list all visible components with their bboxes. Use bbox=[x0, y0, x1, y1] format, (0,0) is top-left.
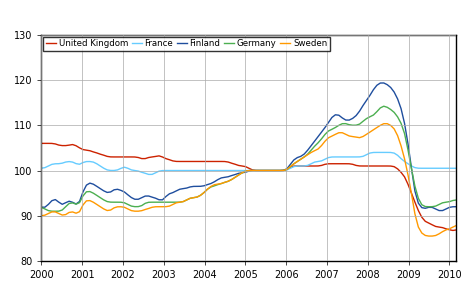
Finland bbox=[381, 81, 387, 85]
Sweden bbox=[319, 144, 325, 147]
Line: France: France bbox=[41, 153, 456, 174]
France bbox=[80, 161, 86, 164]
France bbox=[378, 151, 383, 154]
Germany bbox=[219, 182, 224, 185]
Finland bbox=[437, 209, 442, 212]
Finland bbox=[80, 190, 86, 194]
United Kingdom bbox=[319, 164, 325, 167]
Germany bbox=[433, 204, 438, 208]
France bbox=[322, 157, 328, 161]
France bbox=[219, 169, 224, 172]
France bbox=[39, 166, 44, 170]
Sweden bbox=[430, 234, 435, 238]
Line: Germany: Germany bbox=[41, 106, 456, 211]
France bbox=[301, 164, 307, 168]
Germany bbox=[454, 198, 459, 202]
Germany bbox=[381, 104, 387, 108]
Germany bbox=[83, 190, 89, 193]
Germany bbox=[322, 133, 328, 136]
Germany bbox=[301, 155, 307, 159]
Germany bbox=[53, 209, 58, 213]
Germany bbox=[39, 206, 44, 209]
Sweden bbox=[298, 157, 304, 161]
France bbox=[454, 166, 459, 170]
United Kingdom bbox=[426, 221, 431, 225]
Sweden bbox=[454, 224, 459, 227]
France bbox=[146, 173, 152, 176]
Line: United Kingdom: United Kingdom bbox=[41, 143, 456, 231]
Sweden bbox=[136, 209, 141, 213]
Line: Finland: Finland bbox=[41, 83, 456, 211]
United Kingdom bbox=[215, 160, 221, 163]
United Kingdom bbox=[454, 228, 459, 232]
France bbox=[433, 166, 438, 170]
United Kingdom bbox=[80, 148, 86, 151]
Sweden bbox=[381, 122, 387, 126]
Finland bbox=[39, 206, 44, 209]
Finland bbox=[319, 130, 325, 134]
United Kingdom bbox=[298, 164, 304, 168]
Line: Sweden: Sweden bbox=[41, 124, 456, 236]
Finland bbox=[454, 205, 459, 209]
United Kingdom bbox=[450, 229, 456, 232]
Finland bbox=[430, 206, 435, 209]
Sweden bbox=[39, 214, 44, 218]
United Kingdom bbox=[39, 142, 44, 145]
Sweden bbox=[215, 182, 221, 186]
Finland bbox=[298, 155, 304, 158]
France bbox=[136, 169, 141, 173]
Finland bbox=[215, 178, 221, 181]
Finland bbox=[136, 197, 141, 201]
Germany bbox=[139, 204, 145, 207]
Sweden bbox=[433, 234, 438, 237]
United Kingdom bbox=[136, 156, 141, 159]
Sweden bbox=[80, 203, 86, 207]
Legend: United Kingdom, France, Finland, Germany, Sweden: United Kingdom, France, Finland, Germany… bbox=[43, 37, 330, 51]
